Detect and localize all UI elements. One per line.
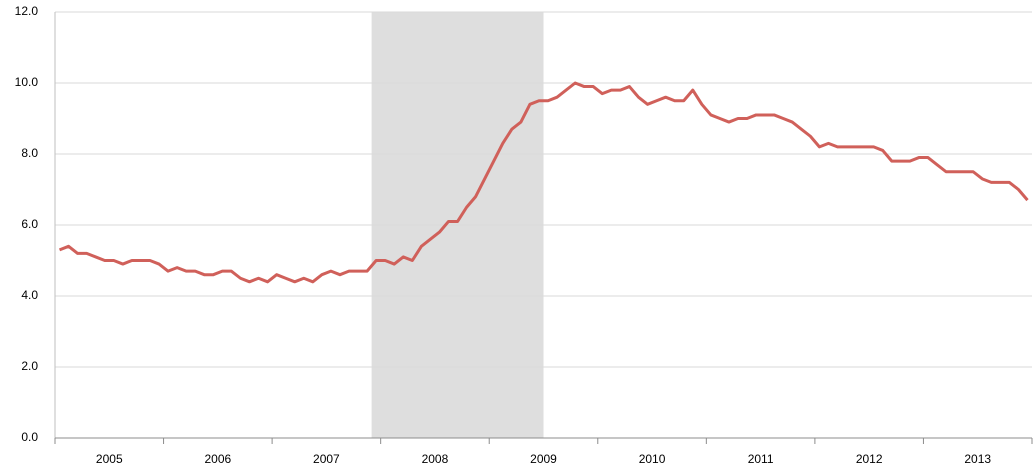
y-tick-label: 8.0 xyxy=(21,146,38,160)
data-line xyxy=(58,81,1029,284)
x-tick-label: 2005 xyxy=(96,452,123,466)
x-tick-label: 2006 xyxy=(204,452,231,466)
x-tick-label: 2011 xyxy=(748,452,774,466)
y-tick-label: 2.0 xyxy=(21,359,38,373)
y-tick-label: 10.0 xyxy=(15,75,39,89)
x-tick-label: 2009 xyxy=(530,452,557,466)
y-tick-label: 4.0 xyxy=(21,288,38,302)
x-tick-label: 2007 xyxy=(313,452,340,466)
x-tick-label: 2008 xyxy=(422,452,449,466)
x-tick-label: 2010 xyxy=(639,452,666,466)
x-tick-label: 2013 xyxy=(964,452,991,466)
x-tick-label: 2012 xyxy=(856,452,883,466)
y-tick-label: 6.0 xyxy=(21,217,38,231)
y-tick-label: 12.0 xyxy=(15,4,39,18)
y-tick-label: 0.0 xyxy=(21,430,38,444)
